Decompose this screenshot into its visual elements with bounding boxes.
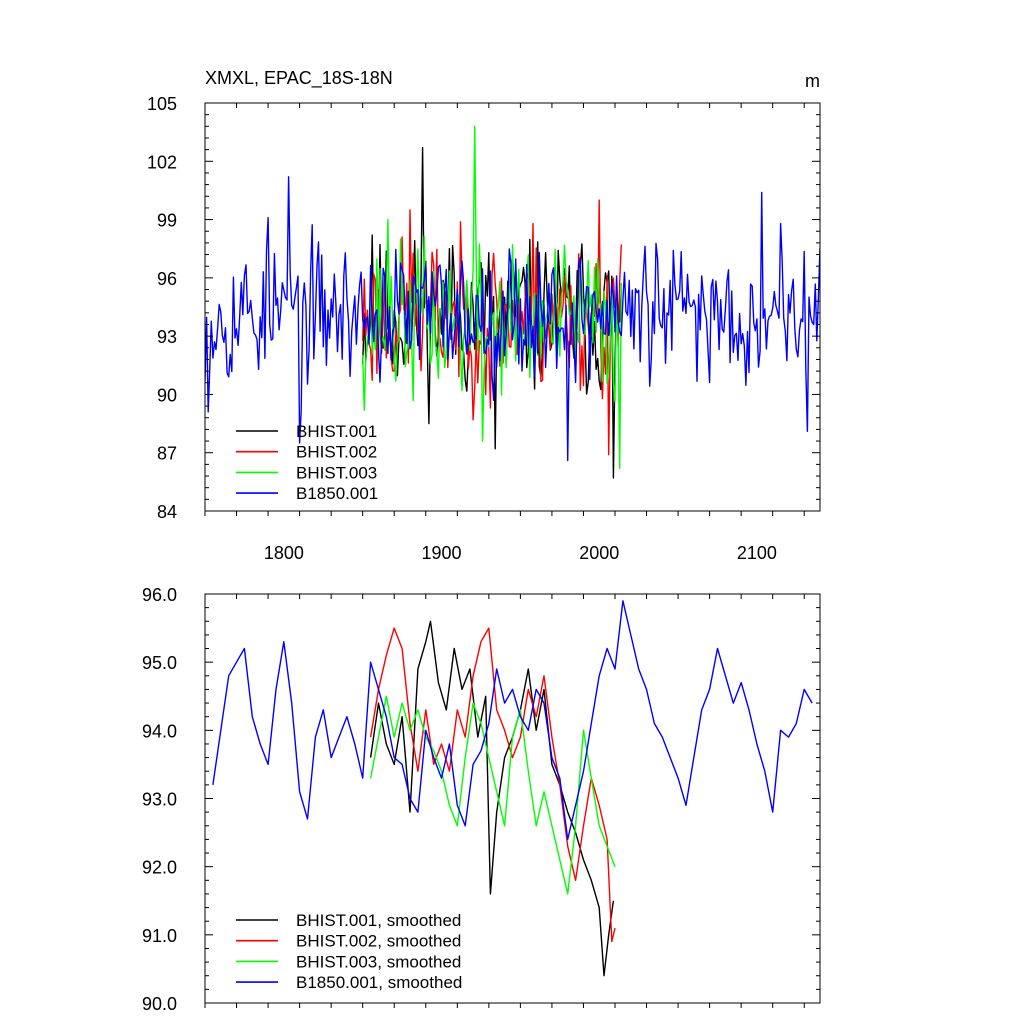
x-tick-label: 2000 [579, 543, 619, 563]
x-tick-label: 2100 [737, 543, 777, 563]
y-tick-label: 92.0 [142, 858, 177, 878]
y-tick-label: 87 [157, 444, 177, 464]
bottom-panel: 90.0 91.0 92.0 93.0 94.0 95.0 96.0 BHIST.001, … [142, 585, 821, 1014]
series-line-bhist-003 [362, 125, 622, 469]
series-line-b1850-001 [205, 176, 820, 462]
legend-label: BHIST.001, smoothed [296, 911, 461, 930]
series-line-bhist-003-smoothed [369, 695, 616, 895]
series-line-bhist-002-smoothed [369, 627, 616, 943]
bottom-panel-axes: 90.0 91.0 92.0 93.0 94.0 95.0 96.0 [142, 585, 821, 1014]
y-tick-label: 93 [157, 327, 177, 347]
legend-label: B1850.001, smoothed [296, 973, 462, 992]
chart-units-label: m [805, 71, 820, 91]
y-tick-label: 95.0 [142, 653, 177, 673]
y-tick-label: 90.0 [142, 994, 177, 1014]
x-tick-label: 1900 [422, 543, 462, 563]
y-tick-label: 91.0 [142, 926, 177, 946]
top-panel: 84 87 90 93 96 99 102 105 1800 1900 2000 2100 BHIST… [147, 94, 821, 563]
y-tick-label: 99 [157, 211, 177, 231]
plot-frame [204, 102, 821, 512]
y-tick-label: 94.0 [142, 721, 177, 741]
y-tick-label: 93.0 [142, 790, 177, 810]
legend-label: BHIST.003, smoothed [296, 952, 461, 971]
bottom-panel-series-group [212, 600, 813, 977]
y-tick-label: 102 [147, 152, 177, 172]
series-line-bhist-001-smoothed [369, 620, 615, 977]
legend-label: B1850.001 [296, 484, 378, 503]
x-tick-label: 1800 [264, 543, 304, 563]
chart-title: XMXL, EPAC_18S-18N [205, 68, 393, 89]
bottom-panel-legend: BHIST.001, smoothed BHIST.002, smoothedBH… [236, 911, 462, 992]
y-tick-label: 96 [157, 269, 177, 289]
top-panel-axes: 84 87 90 93 96 99 102 105 1800 1900 2000 2100 [147, 94, 821, 563]
y-tick-label: 96.0 [142, 585, 177, 605]
y-tick-label: 90 [157, 385, 177, 405]
legend-label: BHIST.002 [296, 443, 377, 462]
legend-label: BHIST.002, smoothed [296, 932, 461, 951]
legend-label: BHIST.003 [296, 463, 377, 482]
y-tick-label: 105 [147, 94, 177, 114]
top-panel-series-group [205, 125, 820, 479]
y-tick-label: 84 [157, 502, 177, 522]
legend-label: BHIST.001 [296, 422, 377, 441]
series-line-b1850-001-smoothed [212, 600, 813, 841]
